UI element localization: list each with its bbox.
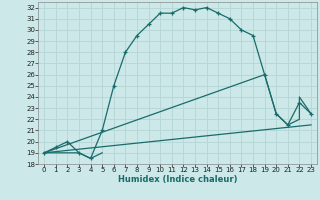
X-axis label: Humidex (Indice chaleur): Humidex (Indice chaleur) — [118, 175, 237, 184]
